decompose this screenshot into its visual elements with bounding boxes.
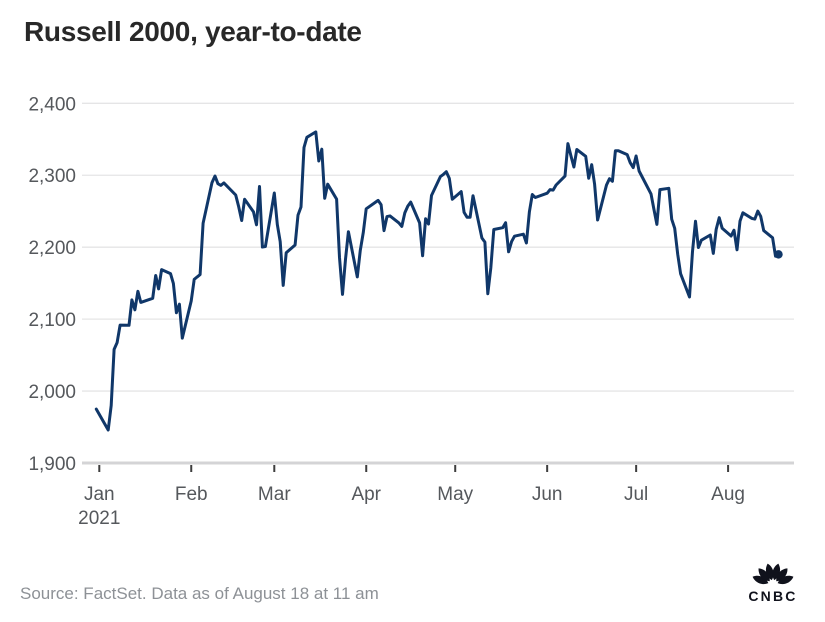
cnbc-logo-text: CNBC — [748, 588, 798, 604]
x-tick-label: May — [437, 484, 473, 505]
source-note: Source: FactSet. Data as of August 18 at… — [20, 584, 379, 603]
x-tick-label: Apr — [351, 484, 381, 505]
cnbc-peacock-icon — [752, 563, 794, 585]
price-line — [94, 130, 780, 432]
x-tick-sublabel: 2021 — [78, 508, 120, 529]
x-tick-label: Mar — [258, 484, 291, 505]
chart-title: Russell 2000, year-to-date — [24, 16, 362, 47]
x-tick-label: Jul — [624, 484, 648, 505]
y-tick-label: 2,100 — [28, 310, 76, 331]
y-tick-label: 2,300 — [28, 166, 76, 187]
x-tick-label: Feb — [175, 484, 208, 505]
y-tick-label: 2,200 — [28, 238, 76, 259]
end-point-dot — [774, 250, 783, 259]
y-tick-label: 2,400 — [28, 94, 76, 115]
y-tick-label: 2,000 — [28, 382, 76, 403]
x-tick-label: Jan — [84, 484, 115, 505]
y-tick-label: 1,900 — [28, 454, 76, 475]
cnbc-logo: CNBC — [737, 551, 809, 604]
x-tick-label: Jun — [532, 484, 563, 505]
x-tick-label: Aug — [711, 484, 745, 505]
